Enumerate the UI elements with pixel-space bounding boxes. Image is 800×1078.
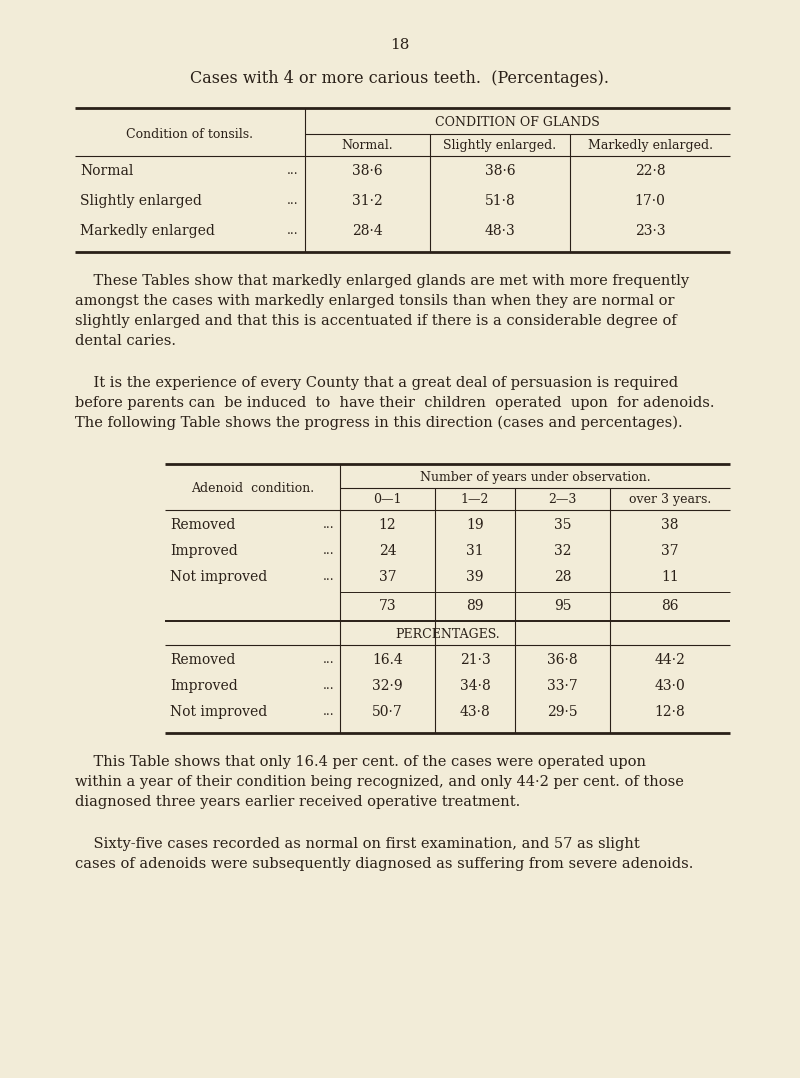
Text: 43·0: 43·0 xyxy=(654,679,686,693)
Text: 39: 39 xyxy=(466,570,484,584)
Text: amongst the cases with markedly enlarged tonsils than when they are normal or: amongst the cases with markedly enlarged… xyxy=(75,294,674,308)
Text: dental caries.: dental caries. xyxy=(75,334,176,348)
Text: Condition of tonsils.: Condition of tonsils. xyxy=(126,128,254,141)
Text: 50·7: 50·7 xyxy=(372,705,403,719)
Text: 21·3: 21·3 xyxy=(460,653,490,667)
Text: 44·2: 44·2 xyxy=(654,653,686,667)
Text: Number of years under observation.: Number of years under observation. xyxy=(420,471,650,484)
Text: 1—2: 1—2 xyxy=(461,493,489,506)
Text: Normal.: Normal. xyxy=(342,139,394,152)
Text: Removed: Removed xyxy=(170,519,235,533)
Text: 89: 89 xyxy=(466,599,484,613)
Text: ...: ... xyxy=(323,519,335,531)
Text: 28: 28 xyxy=(554,570,571,584)
Text: ...: ... xyxy=(287,224,299,237)
Text: 12: 12 xyxy=(378,519,396,533)
Text: ...: ... xyxy=(287,164,299,177)
Text: Adenoid  condition.: Adenoid condition. xyxy=(191,482,314,495)
Text: 95: 95 xyxy=(554,599,571,613)
Text: 16.4: 16.4 xyxy=(372,653,403,667)
Text: It is the experience of every County that a great deal of persuasion is required: It is the experience of every County tha… xyxy=(75,376,678,390)
Text: ...: ... xyxy=(323,705,335,718)
Text: Markedly enlarged: Markedly enlarged xyxy=(80,224,215,238)
Text: 37: 37 xyxy=(661,544,679,558)
Text: 73: 73 xyxy=(378,599,396,613)
Text: CONDITION OF GLANDS: CONDITION OF GLANDS xyxy=(435,116,600,129)
Text: 43·8: 43·8 xyxy=(460,705,490,719)
Text: Not improved: Not improved xyxy=(170,705,267,719)
Text: 23·3: 23·3 xyxy=(634,224,666,238)
Text: 12·8: 12·8 xyxy=(654,705,686,719)
Text: diagnosed three years earlier received operative treatment.: diagnosed three years earlier received o… xyxy=(75,794,520,808)
Text: 24: 24 xyxy=(378,544,396,558)
Text: ...: ... xyxy=(323,679,335,692)
Text: slightly enlarged and that this is accentuated if there is a considerable degree: slightly enlarged and that this is accen… xyxy=(75,314,677,328)
Text: over 3 years.: over 3 years. xyxy=(629,493,711,506)
Text: This Table shows that only 16.4 per cent. of the cases were operated upon: This Table shows that only 16.4 per cent… xyxy=(75,755,646,769)
Text: within a year of their condition being recognized, and only 44·2 per cent. of th: within a year of their condition being r… xyxy=(75,775,684,789)
Text: Normal: Normal xyxy=(80,164,134,178)
Text: PERCENTAGES.: PERCENTAGES. xyxy=(395,628,500,641)
Text: Cases with 4 or more carious teeth.  (Percentages).: Cases with 4 or more carious teeth. (Per… xyxy=(190,70,610,87)
Text: 0—1: 0—1 xyxy=(374,493,402,506)
Text: 86: 86 xyxy=(662,599,678,613)
Text: Slightly enlarged: Slightly enlarged xyxy=(80,194,202,208)
Text: Not improved: Not improved xyxy=(170,570,267,584)
Text: 29·5: 29·5 xyxy=(547,705,578,719)
Text: Improved: Improved xyxy=(170,544,238,558)
Text: 31: 31 xyxy=(466,544,484,558)
Text: 37: 37 xyxy=(378,570,396,584)
Text: 28·4: 28·4 xyxy=(352,224,383,238)
Text: 38·6: 38·6 xyxy=(352,164,383,178)
Text: 11: 11 xyxy=(661,570,679,584)
Text: 18: 18 xyxy=(390,38,410,52)
Text: 36·8: 36·8 xyxy=(547,653,578,667)
Text: ...: ... xyxy=(323,544,335,557)
Text: 17·0: 17·0 xyxy=(634,194,666,208)
Text: Removed: Removed xyxy=(170,653,235,667)
Text: 22·8: 22·8 xyxy=(634,164,666,178)
Text: Sixty-five cases recorded as normal on first examination, and 57 as slight: Sixty-five cases recorded as normal on f… xyxy=(75,837,640,851)
Text: 31·2: 31·2 xyxy=(352,194,383,208)
Text: 19: 19 xyxy=(466,519,484,533)
Text: Slightly enlarged.: Slightly enlarged. xyxy=(443,139,557,152)
Text: 2—3: 2—3 xyxy=(548,493,577,506)
Text: The following Table shows the progress in this direction (cases and percentages): The following Table shows the progress i… xyxy=(75,416,682,430)
Text: before parents can  be induced  to  have their  children  operated  upon  for ad: before parents can be induced to have th… xyxy=(75,396,714,410)
Text: These Tables show that markedly enlarged glands are met with more frequently: These Tables show that markedly enlarged… xyxy=(75,274,689,288)
Text: 51·8: 51·8 xyxy=(485,194,515,208)
Text: 35: 35 xyxy=(554,519,571,533)
Text: 32·9: 32·9 xyxy=(372,679,403,693)
Text: ...: ... xyxy=(287,194,299,207)
Text: 38: 38 xyxy=(662,519,678,533)
Text: ...: ... xyxy=(323,653,335,666)
Text: ...: ... xyxy=(323,570,335,583)
Text: 34·8: 34·8 xyxy=(460,679,490,693)
Text: cases of adenoids were subsequently diagnosed as suffering from severe adenoids.: cases of adenoids were subsequently diag… xyxy=(75,857,694,871)
Text: 32: 32 xyxy=(554,544,571,558)
Text: 38·6: 38·6 xyxy=(485,164,515,178)
Text: 48·3: 48·3 xyxy=(485,224,515,238)
Text: 33·7: 33·7 xyxy=(547,679,578,693)
Text: Markedly enlarged.: Markedly enlarged. xyxy=(587,139,713,152)
Text: Improved: Improved xyxy=(170,679,238,693)
